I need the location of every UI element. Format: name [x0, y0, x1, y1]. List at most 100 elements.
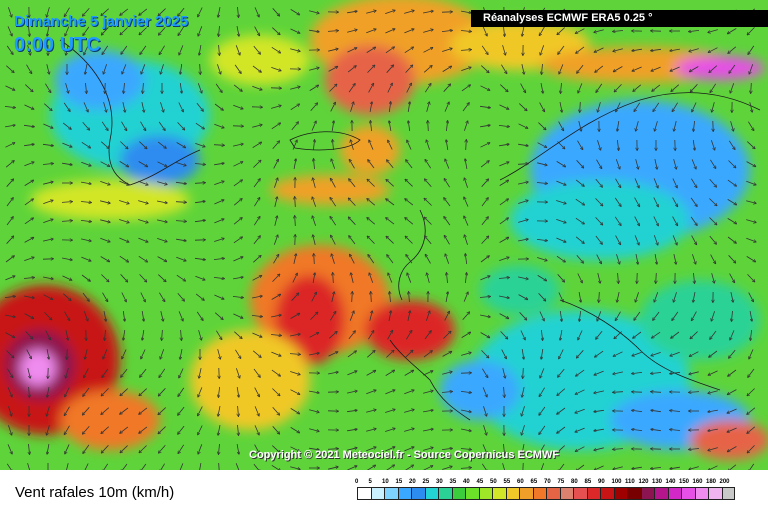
- wind-direction-arrow: [295, 197, 296, 208]
- wind-direction-arrow: [404, 371, 414, 376]
- wind-direction-arrow: [480, 332, 490, 338]
- wind-direction-arrow: [558, 463, 565, 470]
- wind-direction-arrow: [213, 277, 224, 278]
- wind-direction-arrow: [727, 179, 736, 186]
- wind-direction-arrow: [101, 426, 109, 434]
- wind-direction-arrow: [672, 235, 677, 244]
- legend-label: 25: [422, 479, 430, 485]
- legend-label: 120: [638, 479, 649, 485]
- wind-direction-arrow: [423, 11, 433, 14]
- legend-label: 55: [503, 479, 511, 485]
- wind-direction-arrow: [81, 238, 91, 241]
- wind-direction-arrow: [200, 63, 201, 74]
- wind-direction-arrow: [140, 463, 147, 470]
- wind-direction-arrow: [482, 387, 487, 396]
- wind-direction-arrow: [139, 274, 147, 281]
- wind-direction-arrow: [251, 315, 262, 316]
- wind-direction-arrow: [371, 292, 372, 303]
- legend-label: 50: [490, 479, 497, 485]
- wind-direction-arrow: [690, 331, 698, 339]
- wind-direction-arrow: [709, 47, 718, 53]
- wind-direction-arrow: [102, 445, 109, 452]
- wind-direction-arrow: [347, 11, 357, 14]
- wind-direction-arrow: [464, 197, 469, 207]
- wind-direction-arrow: [161, 64, 164, 74]
- wind-direction-arrow: [214, 312, 223, 320]
- wind-direction-arrow: [540, 83, 543, 93]
- wind-direction-arrow: [673, 254, 676, 264]
- wind-direction-arrow: [578, 292, 581, 302]
- wind-direction-arrow: [691, 159, 696, 168]
- wind-direction-arrow: [708, 29, 718, 33]
- wind-direction-arrow: [100, 237, 109, 241]
- wind-direction-arrow: [632, 466, 642, 469]
- legend-swatch: [478, 487, 492, 500]
- wind-direction-arrow: [252, 125, 262, 128]
- wind-direction-arrow: [558, 45, 565, 54]
- legend-label: 5: [368, 479, 372, 485]
- wind-direction-arrow: [502, 45, 506, 55]
- wind-direction-arrow: [328, 467, 338, 470]
- wind-direction-arrow: [158, 426, 166, 434]
- wind-direction-arrow: [729, 349, 736, 358]
- wind-direction-arrow: [617, 139, 618, 150]
- wind-direction-arrow: [653, 216, 658, 226]
- wind-direction-arrow: [24, 218, 33, 225]
- wind-direction-arrow: [349, 311, 354, 321]
- wind-direction-arrow: [25, 331, 33, 338]
- wind-direction-arrow: [330, 217, 337, 226]
- wind-direction-arrow: [139, 27, 147, 35]
- wind-direction-arrow: [539, 102, 545, 112]
- wind-direction-arrow: [461, 85, 470, 92]
- wind-direction-arrow: [460, 31, 471, 32]
- legend-label: 40: [463, 479, 470, 485]
- wind-direction-arrow: [8, 406, 12, 416]
- wind-direction-arrow: [272, 27, 279, 35]
- wind-direction-arrow: [749, 102, 752, 112]
- wind-direction-arrow: [139, 8, 148, 15]
- wind-direction-arrow: [404, 390, 413, 395]
- wind-direction-arrow: [670, 466, 680, 469]
- wind-direction-arrow: [408, 121, 409, 131]
- wind-direction-arrow: [271, 106, 281, 109]
- wind-direction-arrow: [689, 371, 699, 374]
- wind-direction-arrow: [652, 84, 661, 91]
- wind-direction-arrow: [141, 64, 146, 73]
- wind-direction-arrow: [520, 83, 526, 93]
- wind-direction-arrow: [138, 180, 147, 185]
- wind-direction-arrow: [709, 198, 716, 206]
- wind-direction-arrow: [746, 237, 755, 242]
- wind-direction-arrow: [636, 121, 639, 131]
- wind-direction-arrow: [253, 179, 260, 188]
- wind-direction-arrow: [253, 236, 260, 245]
- wind-direction-arrow: [158, 8, 166, 16]
- wind-direction-arrow: [632, 372, 643, 373]
- wind-direction-arrow: [366, 47, 376, 53]
- wind-direction-arrow: [332, 254, 335, 264]
- wind-direction-arrow: [746, 256, 756, 261]
- wind-direction-arrow: [389, 102, 390, 113]
- wind-direction-arrow: [138, 237, 147, 242]
- wind-direction-arrow: [272, 388, 279, 396]
- wind-direction-arrow: [254, 444, 260, 454]
- wind-direction-arrow: [333, 140, 334, 151]
- wind-direction-arrow: [632, 48, 642, 51]
- wind-direction-arrow: [594, 410, 604, 411]
- wind-direction-arrow: [138, 200, 148, 204]
- wind-direction-arrow: [634, 311, 641, 320]
- legend-label: 140: [665, 479, 676, 485]
- wind-direction-arrow: [386, 465, 394, 470]
- legend-item: 120: [638, 477, 654, 500]
- wind-direction-arrow: [576, 464, 585, 470]
- wind-direction-arrow: [614, 216, 621, 225]
- wind-direction-arrow: [575, 427, 585, 432]
- wind-direction-arrow: [405, 218, 414, 225]
- wind-direction-arrow: [595, 178, 602, 187]
- wind-direction-arrow: [331, 292, 334, 302]
- wind-direction-arrow: [613, 48, 623, 52]
- wind-direction-arrow: [367, 351, 374, 358]
- wind-direction-arrow: [122, 64, 127, 73]
- wind-direction-arrow: [81, 141, 90, 147]
- wind-direction-arrow: [119, 161, 129, 166]
- wind-direction-arrow: [597, 273, 600, 283]
